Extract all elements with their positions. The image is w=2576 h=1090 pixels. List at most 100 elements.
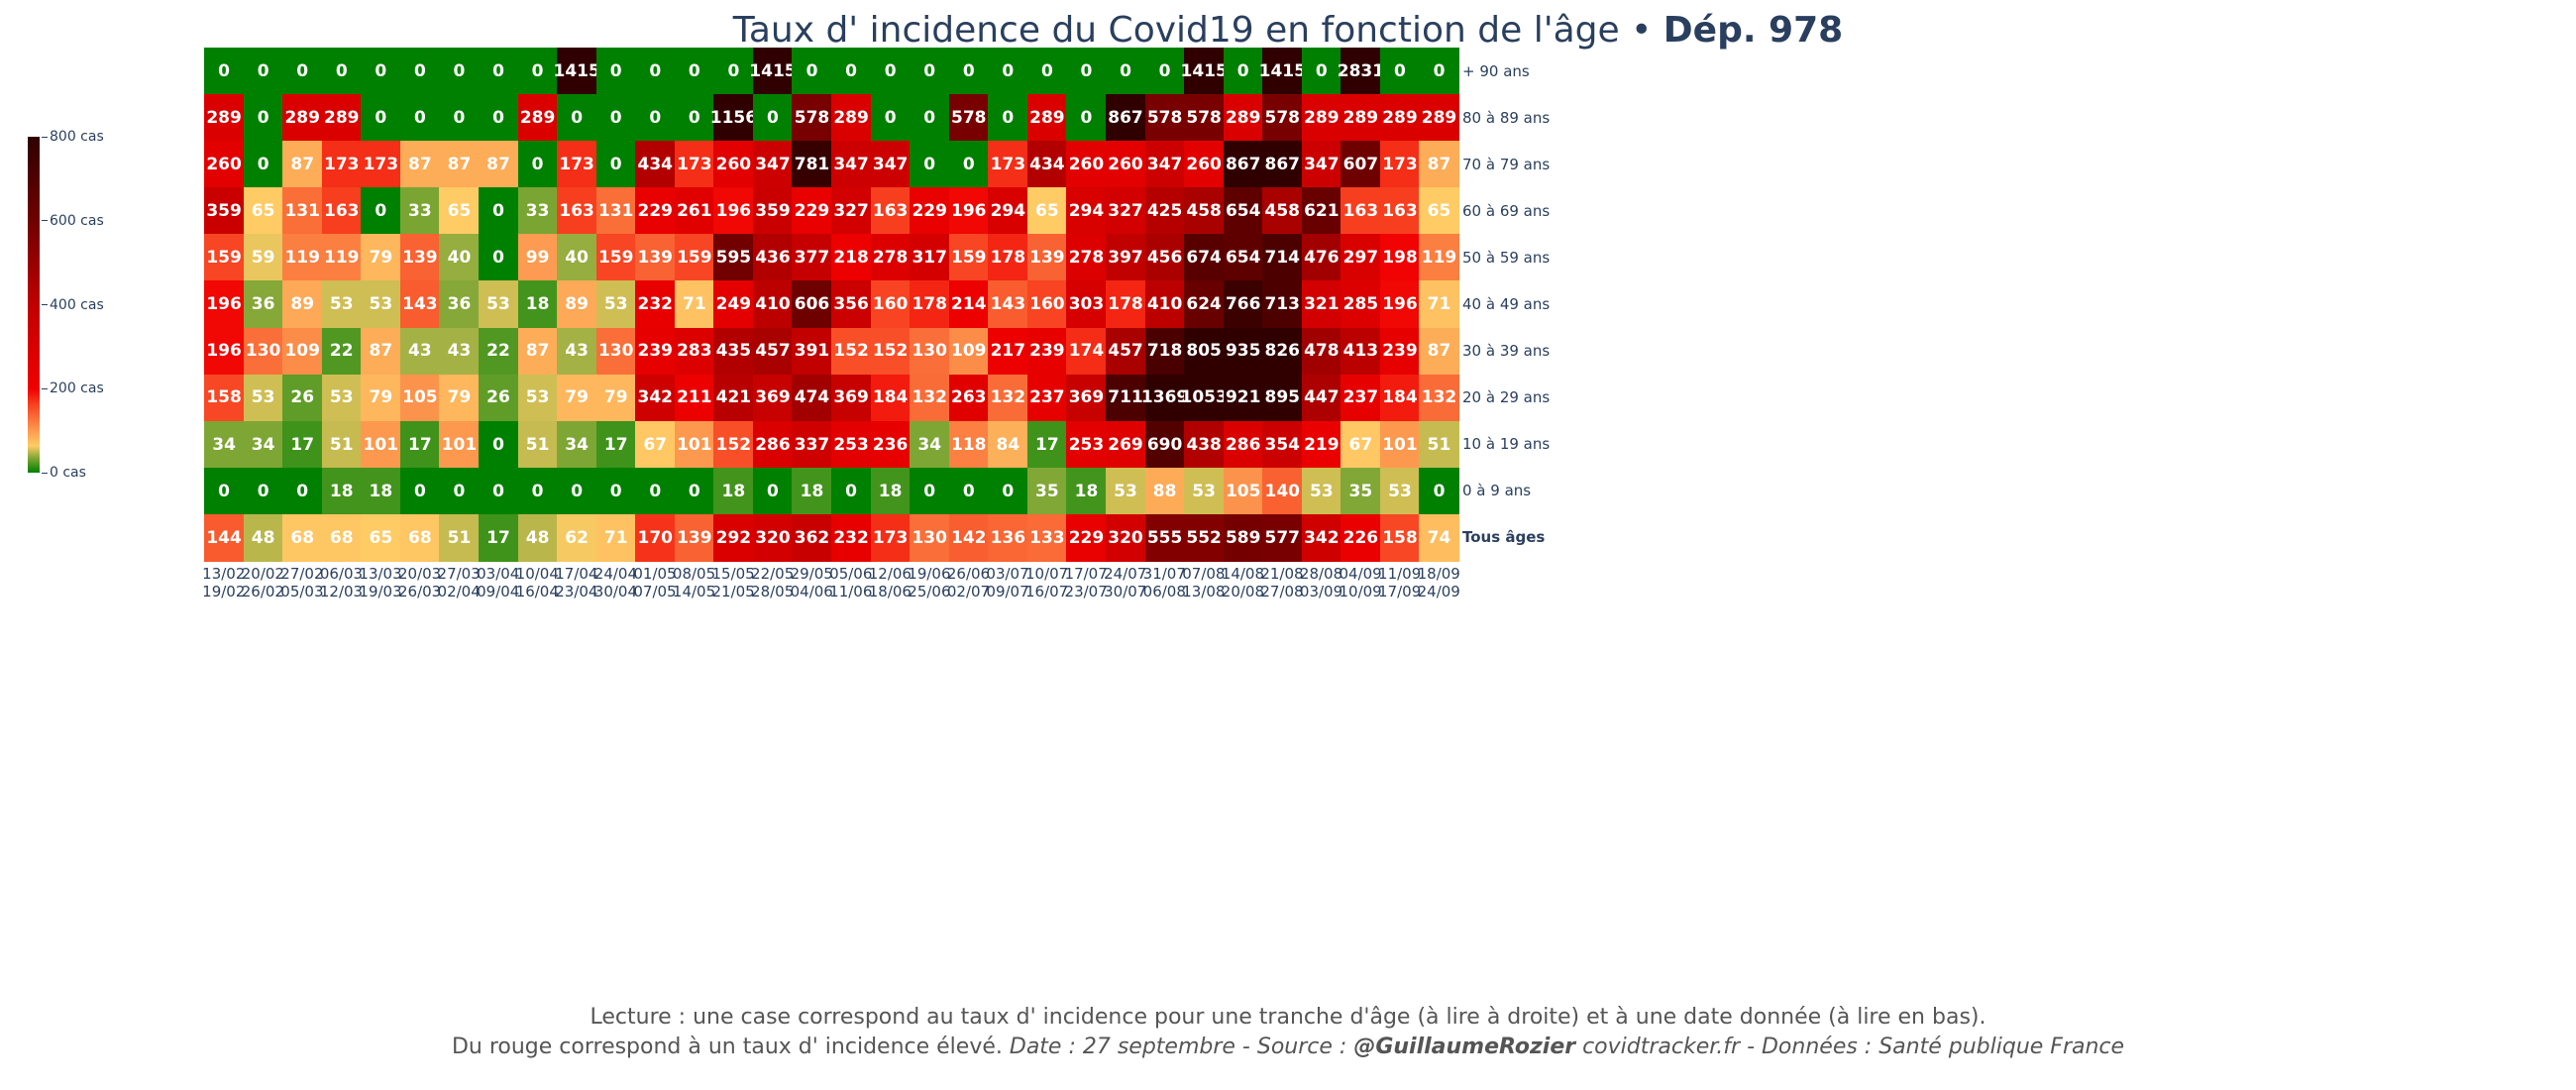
heatmap-cell: 766 <box>1223 280 1263 329</box>
row-label: 50 à 59 ans <box>1462 248 1551 267</box>
x-tick-start: 19/06 <box>908 565 951 583</box>
x-tick-start: 17/04 <box>555 565 598 583</box>
heatmap-cell: 397 <box>1105 234 1146 282</box>
heatmap-cell: 0 <box>595 141 636 188</box>
heatmap-cell: 0 <box>595 48 636 95</box>
heatmap-cell: 0 <box>243 141 283 188</box>
heatmap-cell: 196 <box>204 280 245 329</box>
heatmap-cell: 578 <box>1262 94 1303 142</box>
heatmap-cell: 105 <box>1223 467 1263 515</box>
heatmap-cell: 18 <box>713 467 754 515</box>
heatmap-cell: 160 <box>1026 280 1067 329</box>
footer-line-1: Lecture : une case correspond au taux d'… <box>590 1005 1986 1030</box>
heatmap-cell: 434 <box>635 141 676 188</box>
heatmap-cell: 690 <box>1144 420 1185 469</box>
heatmap-cell: 22 <box>321 327 362 376</box>
colorbar <box>28 137 40 473</box>
footer: Lecture : une case correspond au taux d'… <box>0 1003 2576 1062</box>
heatmap-cell: 65 <box>361 513 401 562</box>
heatmap-cell: 0 <box>361 187 401 235</box>
x-tick-start: 21/08 <box>1260 565 1304 583</box>
heatmap-cell: 0 <box>204 48 245 95</box>
heatmap-cell: 1415 <box>1259 48 1306 95</box>
heatmap-cell: 229 <box>1066 513 1107 562</box>
footer-source: Date : 27 septembre - Source : @Guillaum… <box>1010 1035 2124 1059</box>
heatmap-cell: 101 <box>674 420 714 469</box>
x-tick-label: 18/09 24/09 <box>1418 565 1460 600</box>
heatmap-cell: 48 <box>517 513 558 562</box>
heatmap-cell: 0 <box>910 94 950 142</box>
heatmap-cell: 0 <box>948 48 989 95</box>
heatmap-cell: 624 <box>1184 280 1225 329</box>
heatmap-cell: 67 <box>1341 420 1381 469</box>
heatmap-cell: 354 <box>1262 420 1303 469</box>
heatmap-cell: 434 <box>1026 141 1067 188</box>
row-label: + 90 ans <box>1462 61 1530 80</box>
heatmap-cell: 0 <box>517 141 558 188</box>
heatmap-cell: 362 <box>792 513 832 562</box>
row-label: 60 à 69 ans <box>1462 201 1551 220</box>
x-tick-end: 12/03 <box>319 583 364 600</box>
heatmap-cell: 289 <box>1419 94 1459 142</box>
x-tick-label: 10/07 16/07 <box>1025 565 1068 600</box>
x-tick-start: 13/02 <box>202 565 246 583</box>
row-label: 30 à 39 ans <box>1462 342 1551 361</box>
heatmap-cell: 178 <box>910 280 950 329</box>
heatmap-cell: 297 <box>1341 234 1381 282</box>
heatmap-cell: 285 <box>1341 280 1381 329</box>
heatmap-cell: 0 <box>870 94 911 142</box>
heatmap-cell: 867 <box>1105 94 1146 142</box>
x-tick-end: 20/08 <box>1221 583 1265 600</box>
heatmap-cell: 132 <box>910 374 950 422</box>
heatmap-cell: 87 <box>478 141 519 188</box>
heatmap-cell: 359 <box>752 187 794 235</box>
heatmap-cell: 317 <box>910 234 950 282</box>
heatmap-cell: 320 <box>1105 513 1146 562</box>
heatmap-cell: 53 <box>1301 467 1342 515</box>
heatmap-cell: 53 <box>478 280 519 329</box>
x-tick-end: 04/06 <box>790 583 833 600</box>
heatmap-cell: 286 <box>1223 420 1263 469</box>
heatmap-cell: 36 <box>439 280 480 329</box>
heatmap-cell: 289 <box>1341 94 1381 142</box>
x-tick-label: 10/04 16/04 <box>516 565 559 600</box>
x-tick-start: 27/03 <box>437 565 481 583</box>
heatmap-cell: 342 <box>635 374 676 422</box>
heatmap-cell: 0 <box>517 467 558 515</box>
heatmap-cell: 160 <box>870 280 911 329</box>
x-tick-start: 27/02 <box>280 565 324 583</box>
x-tick-start: 24/07 <box>1104 565 1147 583</box>
x-tick-end: 19/03 <box>359 583 402 600</box>
heatmap-cell: 163 <box>321 187 362 235</box>
heatmap-cell: 0 <box>557 94 597 142</box>
x-tick-end: 11/06 <box>829 583 873 600</box>
heatmap-cell: 578 <box>948 94 989 142</box>
heatmap-cell: 218 <box>831 234 872 282</box>
heatmap-cell: 0 <box>361 48 401 95</box>
heatmap-cell: 0 <box>1419 48 1459 95</box>
heatmap-cell: 34 <box>557 420 597 469</box>
heatmap-cell: 53 <box>1105 467 1146 515</box>
heatmap-cell: 0 <box>282 48 323 95</box>
heatmap-cell: 48 <box>243 513 283 562</box>
x-tick-end: 23/07 <box>1064 583 1108 600</box>
heatmap-cell: 589 <box>1223 513 1263 562</box>
row-label: 10 à 19 ans <box>1462 435 1551 454</box>
heatmap-cell: 130 <box>910 327 950 376</box>
x-tick-label: 14/08 20/08 <box>1222 565 1264 600</box>
heatmap-cell: 159 <box>595 234 636 282</box>
x-tick-label: 19/06 25/06 <box>908 565 950 600</box>
heatmap-cell: 144 <box>204 513 245 562</box>
heatmap-cell: 173 <box>870 513 911 562</box>
heatmap-cell: 674 <box>1184 234 1225 282</box>
heatmap-cell: 87 <box>399 141 440 188</box>
heatmap-cell: 33 <box>517 187 558 235</box>
x-tick-end: 09/07 <box>986 583 1029 600</box>
heatmap-cell: 578 <box>1144 94 1185 142</box>
colorbar-tick-label: 200 cas <box>42 381 104 396</box>
heatmap-cell: 456 <box>1144 234 1185 282</box>
heatmap-cell: 217 <box>988 327 1028 376</box>
row-label: 70 à 79 ans <box>1462 155 1551 173</box>
heatmap-cell: 173 <box>1379 141 1421 188</box>
heatmap-cell: 0 <box>243 94 283 142</box>
